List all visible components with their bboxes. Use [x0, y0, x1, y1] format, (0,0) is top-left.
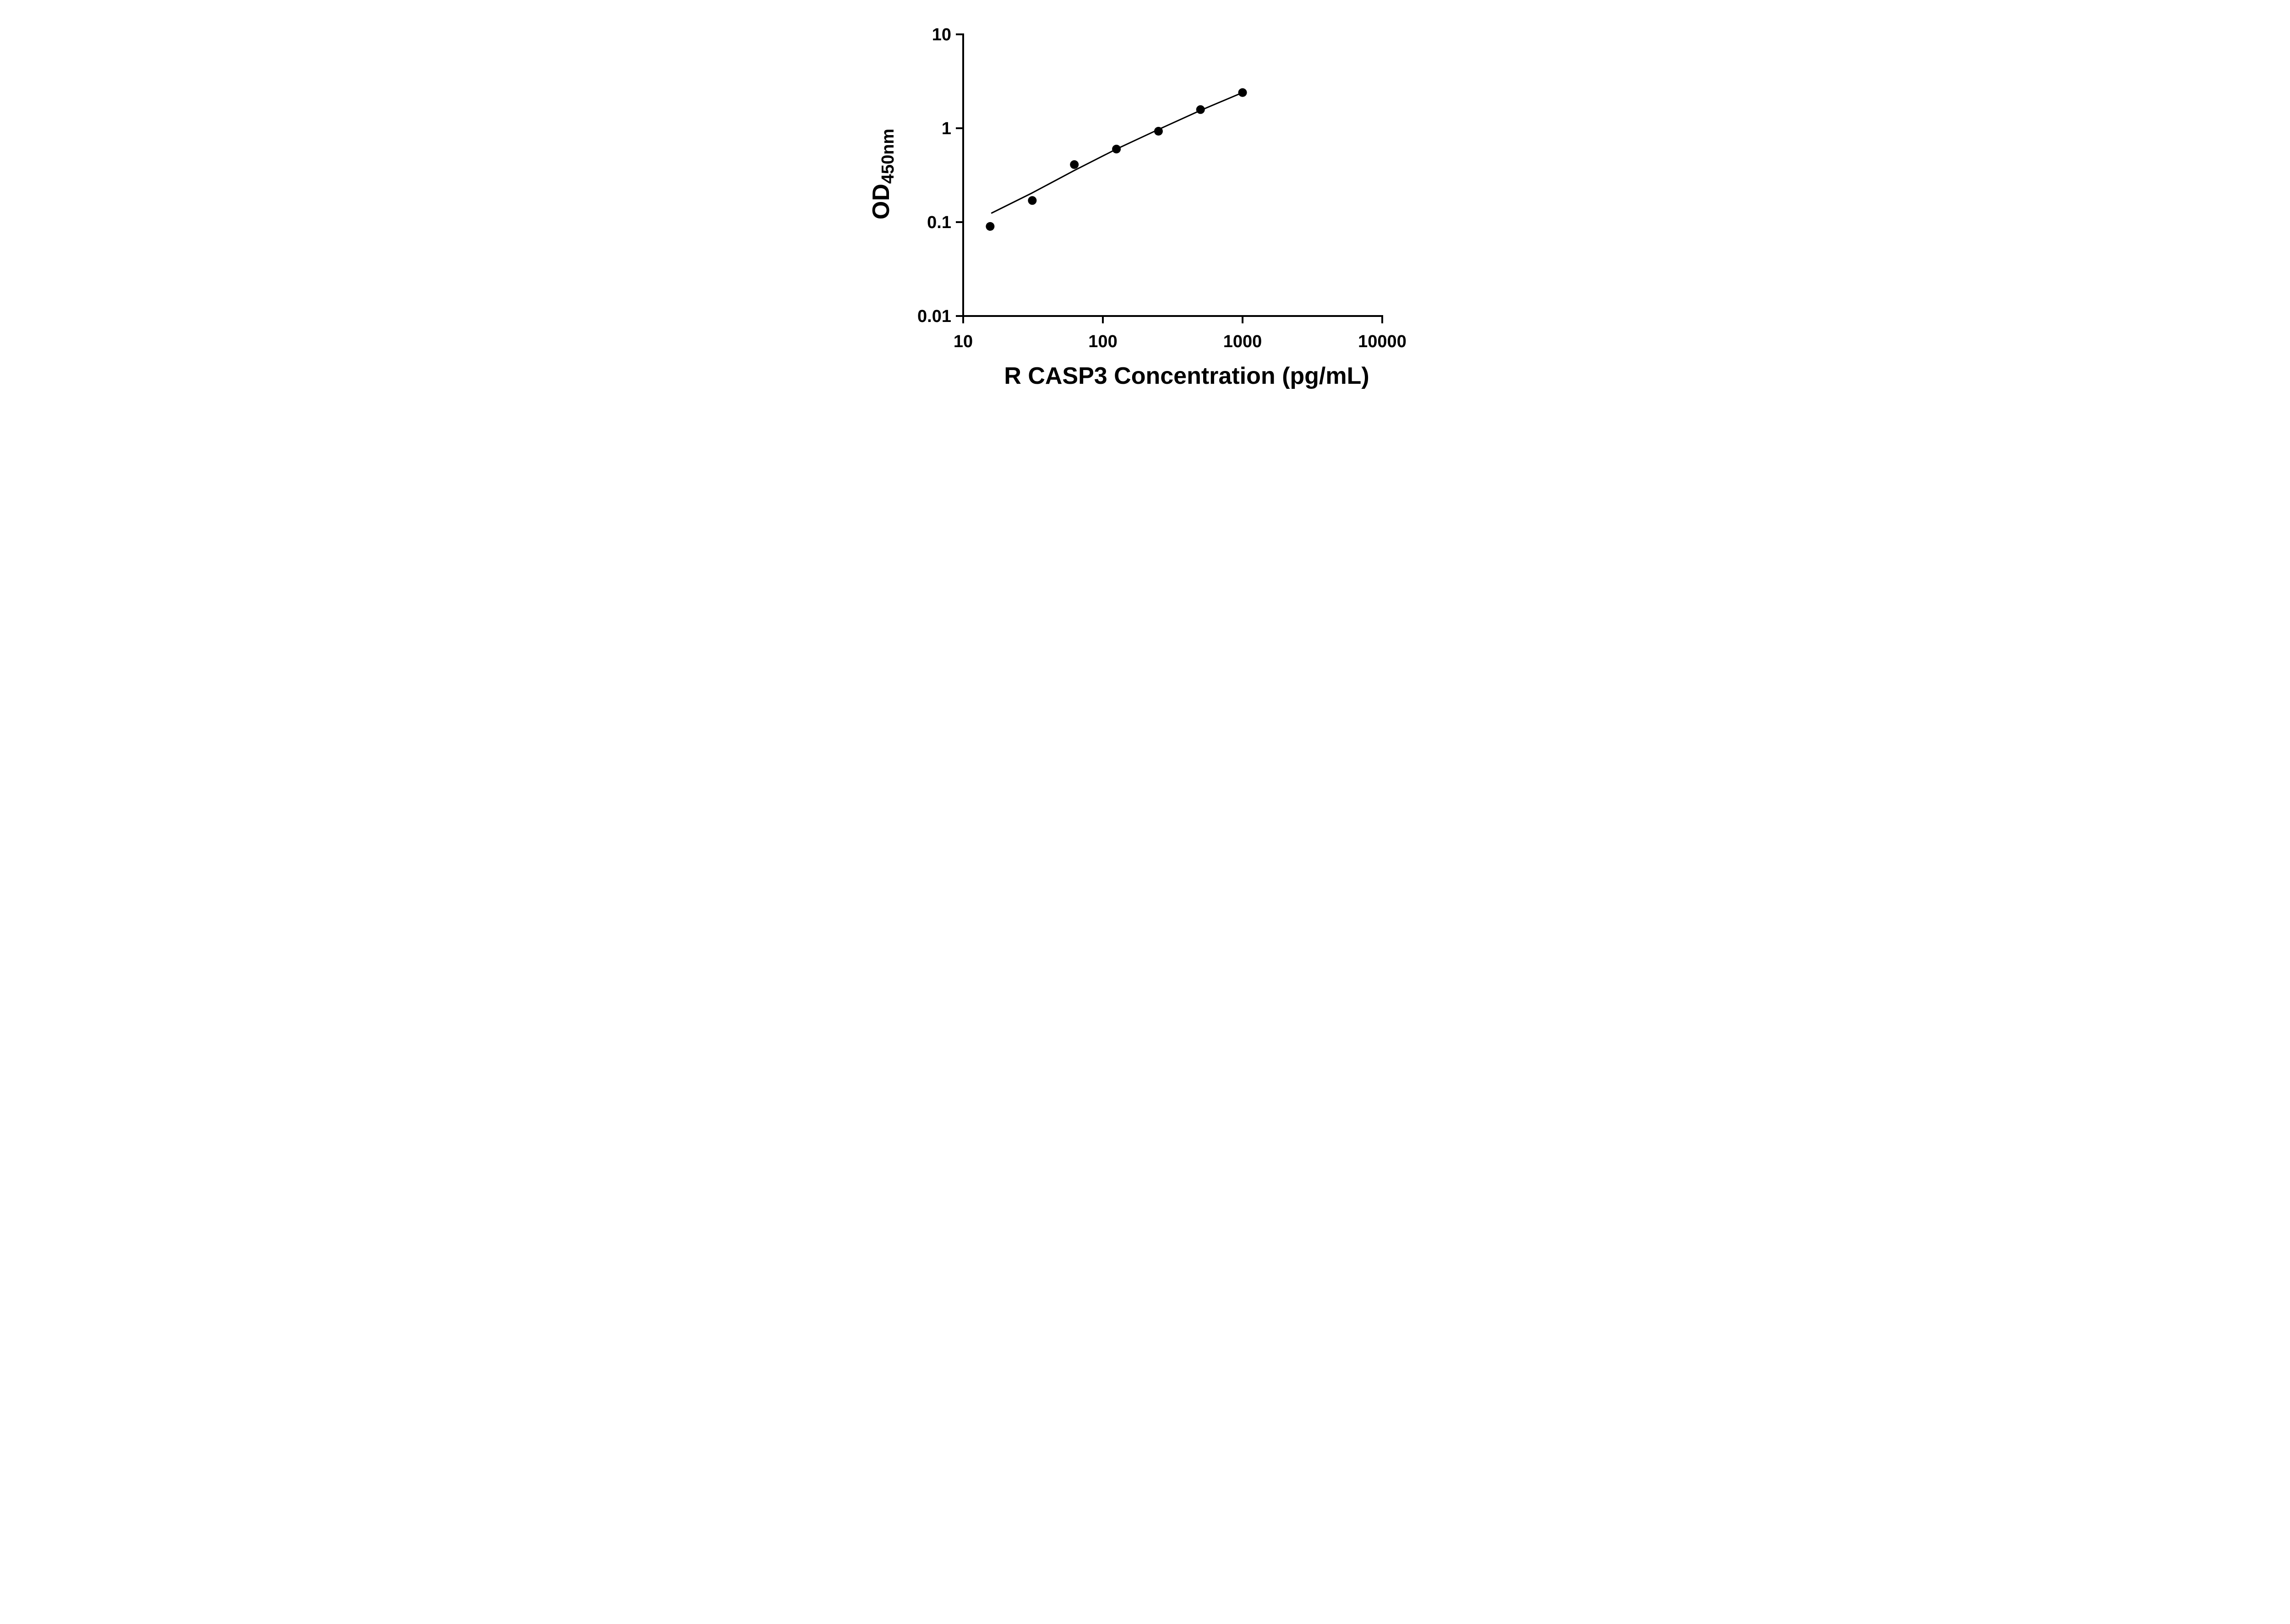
x-tick-label: 1000 [1223, 332, 1262, 351]
y-axis-title: OD450nm [868, 129, 898, 219]
y-axis-title-main: OD [868, 184, 894, 219]
x-axis-title: R CASP3 Concentration (pg/mL) [1004, 363, 1369, 389]
x-tick-label: 10 [954, 332, 973, 351]
x-tick-label: 100 [1088, 332, 1117, 351]
data-point [1154, 127, 1163, 136]
chart-canvas: 10 100 1000 10000 10 1 0.1 0.01 R CASP3 Concent… [868, 25, 1407, 389]
x-tick-label: 10000 [1358, 332, 1407, 351]
data-point [1028, 196, 1037, 205]
data-point [1196, 105, 1205, 114]
y-axis-title-sub: 450nm [878, 129, 898, 184]
elisa-standard-curve-figure: 10 100 1000 10000 10 1 0.1 0.01 R CASP3 Concent… [850, 0, 1440, 406]
data-point [1070, 160, 1079, 169]
chart-plot-area: 10 100 1000 10000 10 1 0.1 0.01 [917, 25, 1407, 351]
data-point [1112, 145, 1121, 153]
y-tick-label: 0.1 [927, 213, 951, 232]
data-point [986, 222, 995, 231]
y-tick-label: 0.01 [917, 307, 951, 326]
y-tick-label: 1 [942, 119, 951, 138]
y-tick-label: 10 [932, 25, 951, 44]
data-point [1238, 88, 1247, 97]
